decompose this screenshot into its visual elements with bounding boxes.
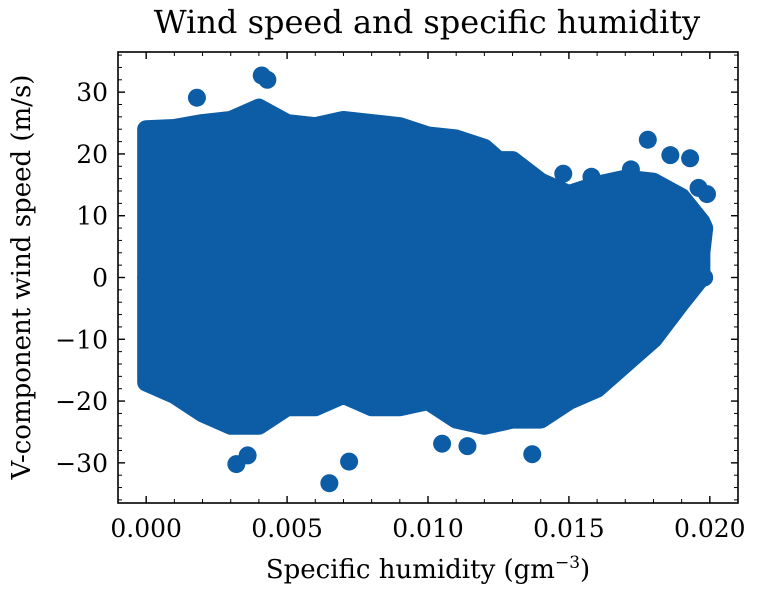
scatter-point (593, 256, 612, 275)
scatter-point (264, 249, 282, 268)
scatter-point (269, 280, 288, 299)
scatter-point (292, 290, 311, 309)
scatter-point (554, 164, 573, 183)
scatter-point (368, 287, 387, 306)
scatter-point (311, 274, 330, 293)
scatter-point (252, 293, 271, 312)
x-tick-label: 0.015 (533, 514, 605, 543)
y-tick-label: 20 (76, 140, 108, 169)
scatter-point (621, 160, 640, 179)
scatter-point (503, 280, 522, 299)
chart-title: Wind speed and specific humidity (154, 3, 701, 41)
scatter-point (458, 437, 477, 456)
scatter-point (238, 446, 257, 465)
x-tick-label: 0.020 (674, 514, 746, 543)
plot-frame (117, 51, 739, 504)
scatter-point (283, 268, 302, 287)
scatter-point (404, 265, 423, 284)
scatter-point (348, 277, 367, 296)
scatter-point (475, 259, 494, 278)
scatter-point (320, 474, 339, 493)
scatter-point (695, 268, 714, 287)
scatter-point (588, 274, 607, 293)
scatter-point (340, 243, 359, 262)
y-tick-label: 10 (76, 202, 108, 231)
scatter-point (258, 70, 277, 89)
scatter-point (334, 265, 353, 284)
y-tick-label: −20 (55, 387, 108, 416)
tick-labels: 0.000 0.005 0.010 0.015 0.020 −30 −20 −10 0 10 20 3… (55, 78, 745, 543)
scatter-point (235, 277, 254, 296)
scatter-point (698, 185, 716, 204)
scatter-point (151, 274, 170, 293)
scatter-point (376, 268, 395, 287)
scatter-point (523, 445, 542, 464)
scatter-point (413, 280, 432, 299)
scatter-point (362, 262, 381, 281)
x-axis-label: Specific humidity (gm−3) (266, 553, 590, 585)
plot-area (137, 66, 716, 493)
y-axis-label: V-component wind speed (m/s) (7, 75, 37, 481)
y-tick-label: 0 (92, 264, 108, 293)
scatter-point (193, 253, 212, 272)
scatter-point (582, 167, 601, 186)
scatter-point (179, 262, 198, 281)
scatter-point (681, 149, 700, 168)
y-tick-label: 30 (76, 78, 108, 107)
scatter-point (216, 283, 235, 302)
scatter-point (320, 246, 339, 265)
scatter-point (390, 274, 409, 293)
scatter-point (328, 280, 347, 299)
x-tick-label: 0.000 (110, 514, 182, 543)
scatter-point (638, 130, 657, 149)
x-tick-label: 0.010 (392, 514, 464, 543)
scatter-point (537, 256, 556, 275)
scatter-point (433, 434, 452, 453)
scatter-point (207, 259, 226, 278)
scatter-point (165, 280, 184, 299)
scatter-point (433, 277, 452, 296)
scatter-point (187, 287, 206, 306)
scatter-point (661, 146, 680, 165)
scatter-point (187, 88, 206, 107)
scatter-point (221, 246, 240, 265)
scatter-point (452, 262, 471, 281)
y-tick-label: −30 (55, 449, 108, 478)
scatter-point (249, 237, 268, 256)
scatter-point (616, 259, 635, 278)
scatter-point (244, 256, 263, 275)
x-tick-label: 0.005 (251, 514, 323, 543)
scatter-point (517, 262, 536, 281)
y-tick-label: −10 (55, 325, 108, 354)
scatter-point (278, 243, 297, 262)
scatter-point (396, 249, 415, 268)
scatter-point (461, 283, 480, 302)
scatter-point (340, 452, 359, 471)
scatter-point (559, 259, 578, 278)
scatter-point (142, 259, 161, 278)
